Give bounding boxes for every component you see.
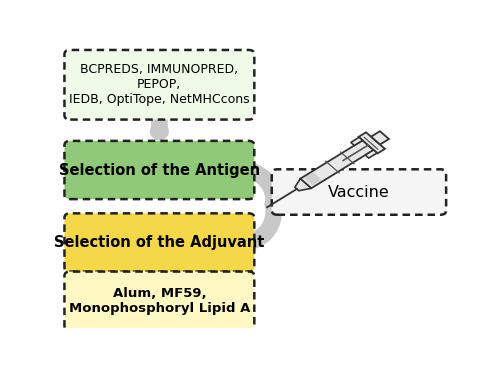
Polygon shape: [304, 172, 322, 186]
FancyBboxPatch shape: [272, 169, 446, 215]
Text: Selection of the Antigen: Selection of the Antigen: [59, 162, 260, 177]
Polygon shape: [371, 131, 389, 145]
Text: Alum, MF59,
Monophosphoryl Lipid A: Alum, MF59, Monophosphoryl Lipid A: [68, 287, 250, 315]
Polygon shape: [300, 140, 374, 188]
Text: Selection of the Adjuvant: Selection of the Adjuvant: [54, 235, 264, 250]
Polygon shape: [366, 150, 377, 158]
Text: Vaccine: Vaccine: [328, 184, 390, 200]
FancyBboxPatch shape: [64, 141, 254, 199]
Polygon shape: [358, 132, 385, 154]
FancyBboxPatch shape: [64, 213, 254, 272]
FancyBboxPatch shape: [64, 272, 254, 330]
Polygon shape: [295, 179, 311, 191]
Polygon shape: [351, 137, 362, 145]
Text: BCPREDS, IMMUNOPRED,
PEPOP,
IEDB, OptiTope, NetMHCcons: BCPREDS, IMMUNOPRED, PEPOP, IEDB, OptiTo…: [69, 63, 250, 106]
FancyBboxPatch shape: [64, 50, 254, 120]
